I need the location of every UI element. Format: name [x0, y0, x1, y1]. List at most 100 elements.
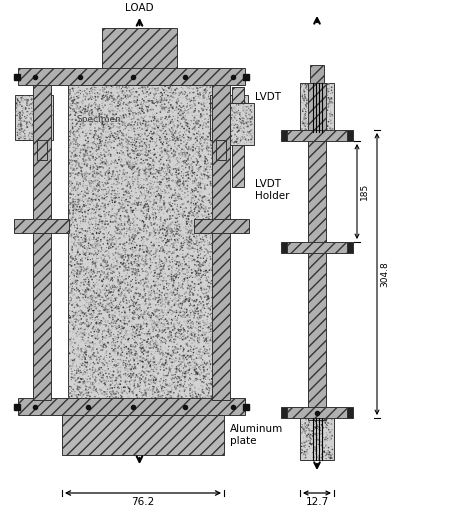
- Point: [74, 117, 82, 126]
- Point: [173, 170, 181, 179]
- Point: [206, 126, 213, 134]
- Point: [99, 95, 107, 104]
- Point: [82, 106, 89, 114]
- Point: [191, 386, 199, 394]
- Point: [119, 247, 127, 255]
- Point: [169, 281, 177, 289]
- Point: [190, 307, 198, 315]
- Point: [81, 287, 89, 296]
- Point: [123, 84, 130, 92]
- Point: [125, 119, 133, 128]
- Point: [201, 271, 209, 280]
- Point: [97, 377, 104, 386]
- Point: [170, 348, 177, 356]
- Point: [184, 122, 191, 130]
- Point: [83, 185, 91, 193]
- Point: [311, 123, 319, 131]
- Point: [148, 311, 156, 319]
- Point: [207, 322, 214, 331]
- Point: [187, 371, 195, 379]
- Point: [159, 221, 167, 230]
- Point: [129, 262, 137, 270]
- Point: [140, 305, 148, 314]
- Point: [323, 80, 331, 88]
- Point: [199, 134, 207, 143]
- Point: [80, 312, 87, 320]
- Point: [173, 178, 180, 186]
- Point: [163, 188, 170, 197]
- Point: [234, 108, 242, 116]
- Point: [128, 253, 136, 262]
- Point: [133, 228, 140, 236]
- Point: [71, 147, 79, 155]
- Point: [179, 211, 187, 219]
- Point: [163, 254, 170, 263]
- Point: [183, 269, 191, 277]
- Point: [319, 91, 326, 99]
- Point: [203, 366, 211, 374]
- Point: [211, 227, 219, 235]
- Point: [199, 204, 207, 212]
- Point: [207, 255, 214, 263]
- Point: [210, 379, 218, 387]
- Point: [26, 129, 34, 138]
- Point: [167, 136, 175, 144]
- Point: [181, 375, 189, 384]
- Point: [80, 279, 87, 287]
- Point: [84, 343, 92, 351]
- Point: [224, 111, 231, 119]
- Point: [329, 126, 337, 134]
- Point: [186, 244, 194, 252]
- Point: [33, 123, 41, 131]
- Point: [314, 127, 322, 135]
- Point: [115, 393, 122, 402]
- Point: [304, 96, 311, 105]
- Point: [106, 125, 113, 133]
- Point: [171, 132, 178, 141]
- Point: [81, 327, 88, 335]
- Point: [229, 119, 237, 128]
- Point: [210, 301, 217, 310]
- Point: [205, 334, 213, 342]
- Point: [67, 199, 74, 207]
- Point: [167, 127, 174, 135]
- Point: [137, 327, 145, 335]
- Point: [81, 145, 88, 153]
- Point: [174, 333, 182, 341]
- Point: [92, 129, 100, 137]
- Point: [169, 262, 177, 270]
- Point: [140, 226, 148, 234]
- Point: [99, 300, 107, 308]
- Point: [184, 187, 191, 196]
- Point: [214, 303, 221, 311]
- Point: [168, 320, 175, 328]
- Point: [242, 136, 250, 144]
- Point: [304, 107, 311, 115]
- Point: [179, 313, 187, 321]
- Point: [193, 229, 201, 237]
- Point: [97, 109, 105, 117]
- Point: [236, 103, 244, 111]
- Point: [95, 151, 103, 159]
- Point: [130, 101, 138, 109]
- Point: [145, 278, 152, 286]
- Point: [69, 265, 76, 273]
- Point: [204, 382, 211, 390]
- Point: [191, 114, 198, 122]
- Point: [123, 95, 130, 103]
- Point: [186, 306, 193, 315]
- Point: [69, 197, 77, 205]
- Point: [225, 100, 233, 109]
- Point: [101, 245, 109, 253]
- Point: [228, 135, 236, 144]
- Point: [112, 156, 119, 164]
- Point: [195, 129, 203, 138]
- Point: [135, 376, 142, 385]
- Point: [124, 371, 131, 379]
- Point: [137, 236, 145, 245]
- Point: [126, 327, 133, 335]
- Point: [206, 89, 214, 97]
- Point: [178, 267, 186, 275]
- Point: [158, 308, 165, 316]
- Point: [119, 208, 127, 216]
